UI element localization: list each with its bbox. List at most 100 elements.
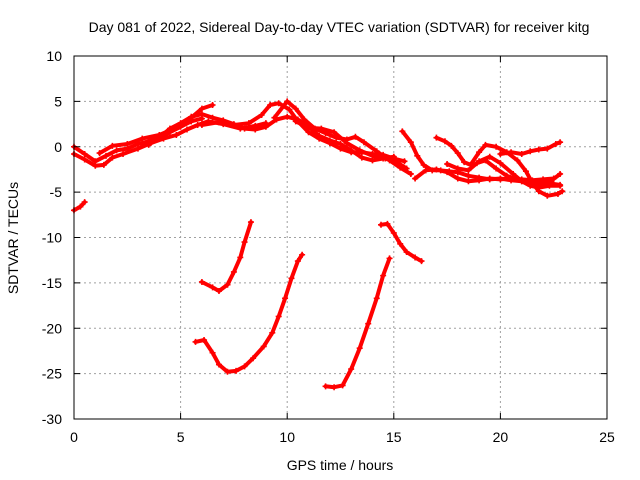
data-point <box>348 149 355 156</box>
series-line <box>293 119 409 171</box>
data-point <box>557 139 564 146</box>
y-tick-label: -20 <box>42 320 62 336</box>
series-trace-17 <box>322 255 393 391</box>
series-line <box>193 252 305 374</box>
data-point <box>81 156 88 163</box>
chart-title: Day 081 of 2022, Sidereal Day-to-day VTE… <box>89 19 590 35</box>
data-point <box>395 160 402 167</box>
data-point <box>113 147 120 154</box>
data-point <box>399 128 406 135</box>
series-trace-16 <box>192 251 306 375</box>
data-point <box>288 275 295 282</box>
data-point <box>384 220 391 227</box>
data-point <box>318 125 325 132</box>
data-point <box>215 119 222 126</box>
data-point <box>209 349 216 356</box>
data-point <box>525 179 532 186</box>
data-point <box>486 175 493 182</box>
data-point <box>230 268 237 275</box>
data-point <box>422 167 429 174</box>
data-point <box>508 149 515 156</box>
series-layer <box>71 98 566 391</box>
data-point <box>360 139 367 146</box>
data-point <box>177 120 184 127</box>
data-point <box>209 114 216 121</box>
data-point <box>241 239 248 246</box>
series-trace-10 <box>433 134 566 199</box>
data-point <box>497 160 504 167</box>
data-point <box>198 278 205 285</box>
data-point <box>100 161 107 168</box>
data-point <box>109 142 116 149</box>
data-point <box>412 175 419 182</box>
y-tick-label: -15 <box>42 275 62 291</box>
data-point <box>331 384 338 391</box>
data-point <box>448 142 455 149</box>
data-point <box>92 162 99 169</box>
data-point <box>418 258 425 265</box>
data-point <box>209 102 216 109</box>
data-point <box>166 125 173 132</box>
data-point <box>247 219 254 226</box>
data-point <box>493 143 500 150</box>
x-tick-label: 10 <box>279 429 295 445</box>
data-point <box>224 368 231 375</box>
data-point <box>215 361 222 368</box>
data-point <box>198 105 205 112</box>
data-point <box>282 295 289 302</box>
data-point <box>465 178 472 185</box>
data-point <box>414 152 421 159</box>
data-point <box>497 151 504 158</box>
data-point <box>482 157 489 164</box>
data-point <box>403 165 410 172</box>
data-point <box>299 251 306 258</box>
data-point <box>473 160 480 167</box>
data-point <box>514 176 521 183</box>
series-trace-15 <box>198 219 254 295</box>
data-point <box>518 151 525 158</box>
axis-ticks: 0 5 10 15 20 25 -30 -25 -20 -15 -10 -5 0 5 10 <box>42 48 615 445</box>
data-point <box>260 343 267 350</box>
y-tick-label: 5 <box>54 93 62 109</box>
data-point <box>407 139 414 146</box>
data-point <box>245 120 252 127</box>
data-point <box>557 170 564 177</box>
data-point <box>454 175 461 182</box>
x-axis-title: GPS time / hours <box>287 457 394 473</box>
data-point <box>461 159 468 166</box>
data-point <box>514 157 521 164</box>
data-point <box>544 145 551 152</box>
data-point <box>339 382 346 389</box>
data-point <box>237 254 244 261</box>
data-point <box>250 355 257 362</box>
series-trace-11 <box>444 153 564 191</box>
data-point <box>230 121 237 128</box>
y-tick-label: 10 <box>46 48 62 64</box>
data-point <box>444 160 451 167</box>
data-point <box>407 170 414 177</box>
data-point <box>209 284 216 291</box>
data-point <box>316 135 323 142</box>
data-point <box>183 126 190 133</box>
data-point <box>284 113 291 120</box>
data-point <box>124 141 131 148</box>
data-point <box>522 168 529 175</box>
data-point <box>286 106 293 113</box>
x-tick-label: 5 <box>177 429 185 445</box>
x-tick-label: 0 <box>70 429 78 445</box>
data-point <box>433 166 440 173</box>
y-tick-label: -10 <box>42 230 62 246</box>
data-point <box>476 177 483 184</box>
data-point <box>77 203 84 210</box>
x-tick-label: 20 <box>493 429 509 445</box>
data-point <box>224 281 231 288</box>
data-point <box>465 167 472 174</box>
data-point <box>322 383 329 390</box>
y-tick-label: 0 <box>54 139 62 155</box>
y-tick-label: -25 <box>42 366 62 382</box>
data-point <box>284 98 291 105</box>
data-point <box>198 121 205 128</box>
data-point <box>275 100 282 107</box>
data-point <box>305 124 312 131</box>
